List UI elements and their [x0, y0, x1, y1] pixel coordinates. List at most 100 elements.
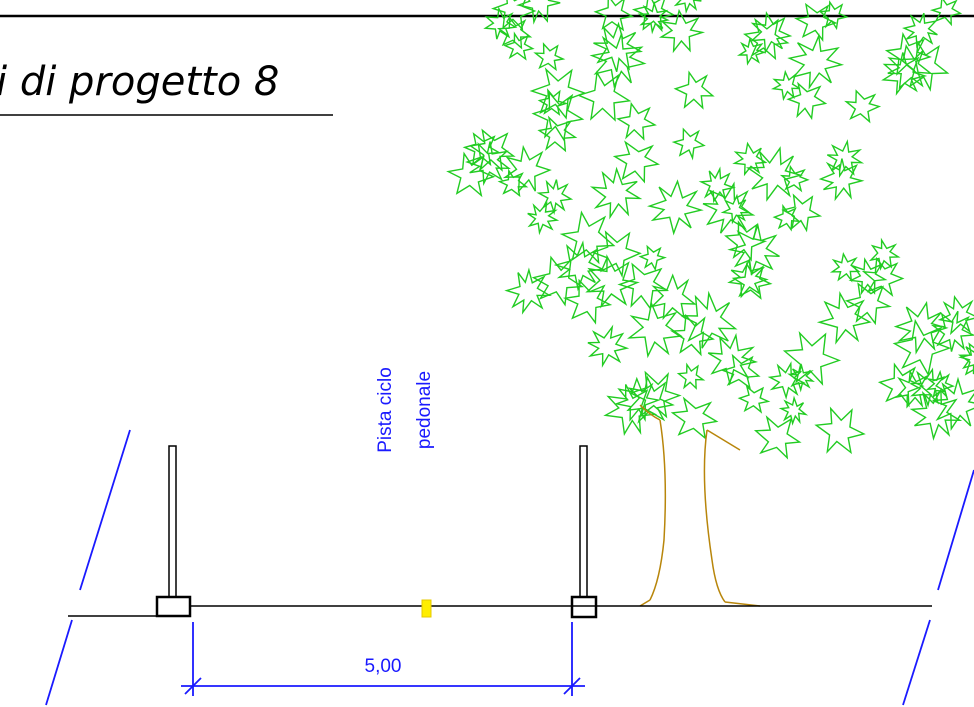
leaf-cluster: [446, 151, 496, 198]
tree-trunk: [639, 404, 761, 607]
leaf-cluster: [737, 384, 771, 414]
leaf-cluster: [681, 290, 738, 349]
leaf-cluster: [736, 36, 767, 66]
leaf-cluster: [617, 262, 670, 311]
post: [579, 445, 588, 598]
leaf-cluster: [531, 90, 585, 142]
leaf-cluster: [932, 376, 974, 432]
leaf-cluster: [504, 267, 552, 315]
leaf-cluster: [826, 139, 865, 179]
dimension-tick: [184, 677, 202, 695]
tree: [446, 0, 974, 460]
leaf-cluster: [591, 230, 642, 279]
break-line: [79, 429, 131, 591]
post-base: [570, 595, 598, 619]
leaf-cluster: [779, 164, 810, 193]
leaf-cluster: [786, 81, 828, 121]
leaf-cluster: [698, 166, 736, 204]
leaf-cluster: [929, 0, 963, 27]
dimension-label: 5,00: [365, 656, 402, 677]
leaf-cluster: [631, 0, 676, 33]
leaf-cluster: [529, 67, 587, 120]
leaf-cluster: [593, 0, 635, 32]
leaf-cluster: [818, 158, 865, 202]
leaf-cluster: [732, 141, 768, 177]
leaf-cluster: [537, 88, 569, 116]
leaf-cluster: [816, 290, 872, 345]
leaf-cluster: [781, 193, 823, 233]
leaf-cluster: [626, 375, 675, 424]
leaf-cluster: [576, 70, 632, 122]
post: [168, 445, 177, 598]
leaf-cluster: [894, 369, 933, 409]
leaf-cluster: [787, 363, 815, 393]
leaf-cluster: [527, 201, 560, 236]
leaf-cluster: [745, 146, 803, 202]
leaf-cluster: [612, 140, 661, 184]
leaf-cluster: [603, 384, 658, 436]
leaf-cluster: [707, 332, 759, 386]
rotated-label: pedonale: [414, 371, 435, 449]
leaf-cluster: [778, 395, 809, 426]
marker: [421, 599, 432, 618]
leaf-cluster: [496, 15, 533, 50]
leaf-cluster: [753, 415, 802, 460]
leaf-cluster: [727, 222, 780, 276]
leaf-cluster: [536, 179, 574, 216]
leaf-cluster: [531, 255, 585, 307]
leaf-cluster: [658, 8, 706, 54]
leaf-cluster: [593, 21, 643, 73]
leaf-cluster: [787, 33, 845, 90]
leaf-cluster: [671, 127, 706, 161]
leaf-cluster: [650, 273, 697, 321]
leaf-cluster: [844, 282, 892, 326]
post-base: [155, 595, 192, 618]
leaf-cluster: [483, 6, 518, 40]
leaf-cluster: [720, 193, 752, 225]
leaf-cluster: [750, 11, 793, 55]
leaf-cluster: [468, 128, 516, 172]
dimension: [181, 622, 585, 696]
leaf-cluster: [673, 0, 702, 15]
break-lines: [45, 429, 974, 706]
leaf-cluster: [731, 261, 773, 300]
leaf-cluster: [770, 69, 801, 102]
leaf-cluster: [626, 300, 683, 359]
leaf-cluster: [844, 89, 882, 124]
leaf-cluster: [589, 33, 647, 89]
leaf-cluster: [670, 396, 719, 440]
leaf-cluster: [957, 342, 974, 376]
leaf-cluster: [516, 0, 561, 25]
break-line: [937, 469, 974, 591]
rotated-label: Pista ciclo: [375, 367, 396, 453]
leaf-cluster: [491, 0, 537, 31]
leaf-cluster: [782, 330, 842, 386]
dimension-tick: [563, 677, 581, 695]
leaf-cluster: [902, 12, 938, 49]
leaf-cluster: [909, 387, 963, 441]
leaf-cluster: [559, 210, 616, 265]
leaf-cluster: [673, 70, 715, 110]
leaf-cluster: [702, 181, 756, 234]
leaf-cluster: [587, 324, 630, 368]
leaf-cluster: [465, 141, 511, 186]
leaf-cluster: [925, 369, 956, 399]
leaf-cluster: [829, 251, 861, 283]
leaf-cluster: [647, 179, 704, 236]
leaf-cluster: [930, 310, 974, 352]
leaf-cluster: [502, 144, 552, 194]
leaf-cluster: [958, 346, 974, 375]
leaf-cluster: [637, 0, 670, 35]
leaf-cluster: [861, 256, 905, 298]
leaf-cluster: [814, 406, 866, 455]
leaf-cluster: [724, 220, 768, 262]
leaf-cluster: [616, 101, 657, 141]
leaf-cluster: [937, 294, 974, 336]
leaf-cluster: [638, 244, 667, 272]
break-line: [902, 619, 931, 706]
leaf-cluster: [497, 168, 529, 198]
leaf-cluster: [794, 2, 838, 43]
leaf-cluster: [868, 237, 901, 271]
